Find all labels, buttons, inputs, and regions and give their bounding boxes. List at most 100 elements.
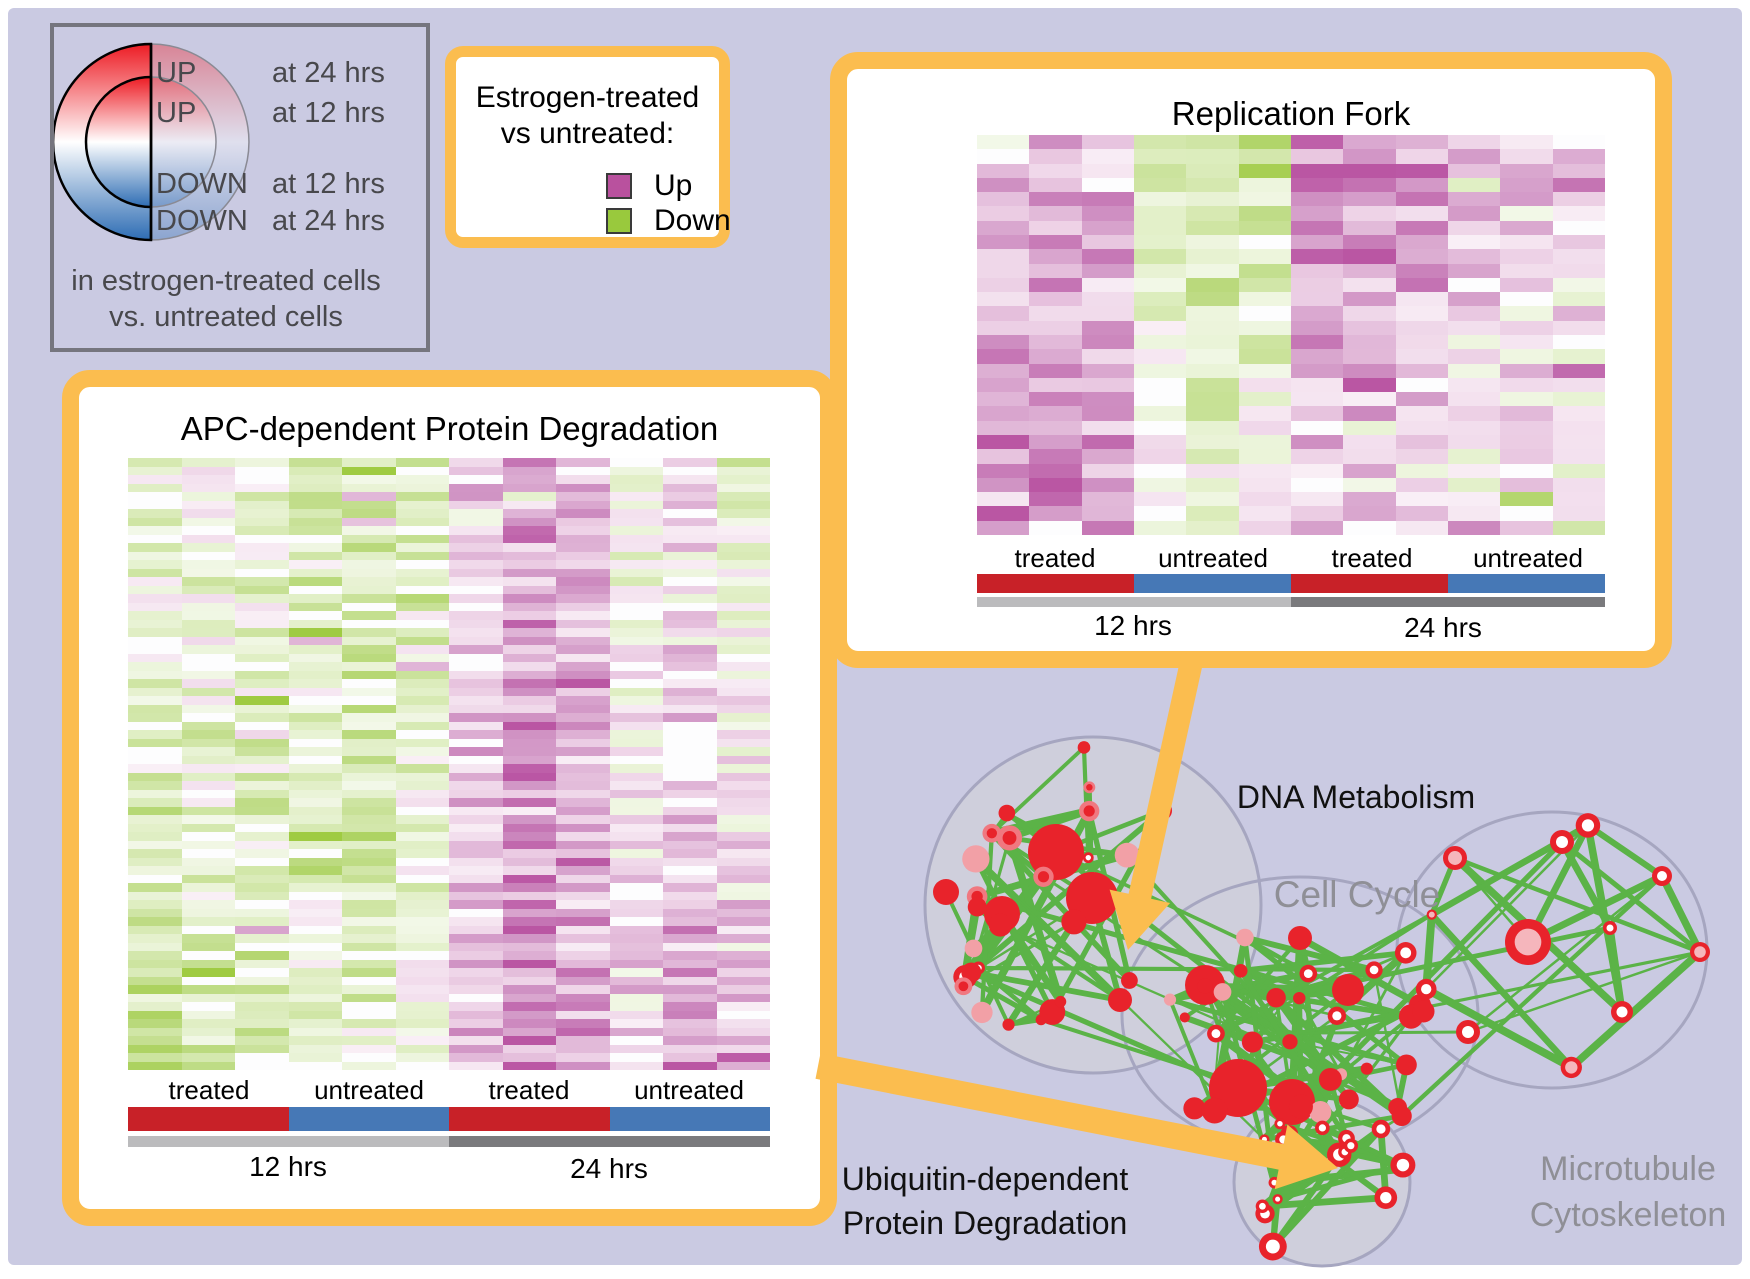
heatmap-cell <box>609 1036 663 1045</box>
heatmap-cell <box>1290 334 1344 350</box>
heatmap-cell <box>502 628 556 637</box>
heatmap-cell <box>288 1002 342 1011</box>
heatmap-cell <box>128 696 182 705</box>
heatmap-cell <box>449 594 503 603</box>
heatmap-cell <box>502 704 556 713</box>
heatmap-cell <box>181 594 235 603</box>
heatmap-cell <box>1290 377 1344 393</box>
heatmap-cell <box>342 908 396 917</box>
color-key-box: UP at 24 hrs UP at 12 hrs DOWN at 12 hrs… <box>50 23 430 352</box>
heatmap-cell <box>1238 163 1291 178</box>
network-node-center <box>1211 1029 1221 1039</box>
heatmap-cell <box>235 577 289 586</box>
heatmap-cell <box>1447 449 1501 464</box>
heatmap-cell <box>716 1044 770 1053</box>
heatmap-cell <box>449 738 503 747</box>
heatmap-cell <box>556 492 610 501</box>
heatmap-cell <box>1029 206 1082 221</box>
heatmap-cell <box>977 349 1030 364</box>
heatmap-cell <box>235 900 289 909</box>
heatmap-cell <box>977 334 1030 350</box>
heatmap-cell <box>609 585 663 594</box>
apc-group-label-3: treated <box>488 1075 570 1105</box>
heatmap-cell <box>395 1010 449 1019</box>
heatmap-cell <box>181 840 235 849</box>
heatmap-cell <box>181 764 235 773</box>
heatmap-cell <box>128 857 182 866</box>
heatmap-cell <box>716 645 770 654</box>
heatmap-cell <box>128 798 182 807</box>
heatmap-cell <box>181 662 235 671</box>
heatmap-cell <box>449 925 503 934</box>
heatmap-cell <box>1133 177 1187 193</box>
network-node-center <box>986 828 998 839</box>
heatmap-cell <box>1238 420 1291 435</box>
heatmap-cell <box>449 959 503 968</box>
heatmap-cell <box>128 874 182 883</box>
heatmap-cell <box>449 534 503 543</box>
heatmap-cell <box>609 755 663 764</box>
heatmap-cell <box>663 662 717 671</box>
heatmap-cell <box>663 509 717 518</box>
apc-hours-bar-24 <box>449 1136 770 1147</box>
heatmap-cell <box>1552 334 1605 350</box>
network-node <box>1391 1105 1412 1127</box>
network-bridge-edge <box>1273 925 1613 1001</box>
heatmap-cell <box>395 619 449 628</box>
network-edge <box>1168 997 1217 1113</box>
heatmap-cell <box>716 942 770 951</box>
heatmap-cell <box>609 500 663 509</box>
heatmap-cell <box>1081 449 1134 464</box>
heatmap-cell <box>128 866 182 875</box>
heatmap-cell <box>609 772 663 781</box>
heatmap-cell <box>1238 363 1291 378</box>
heatmap-cell <box>556 934 610 943</box>
heatmap-cell <box>556 832 610 841</box>
heatmap-cell <box>1343 520 1396 535</box>
heatmap-cell <box>1081 234 1134 250</box>
heatmap-cell <box>1133 406 1187 421</box>
heatmap-cell <box>128 942 182 951</box>
network-node <box>962 845 990 873</box>
heatmap-cell <box>449 670 503 679</box>
heatmap-cell <box>609 874 663 883</box>
heatmap-cell <box>977 234 1030 250</box>
heatmap-cell <box>449 704 503 713</box>
heatmap-cell <box>342 891 396 900</box>
heatmap-cell <box>663 849 717 858</box>
heatmap-cell <box>556 755 610 764</box>
heatmap-cell <box>556 594 610 603</box>
heatmap-cell <box>1395 477 1448 493</box>
heatmap-cell <box>342 560 396 569</box>
heatmap-cell <box>395 534 449 543</box>
heatmap-cell <box>235 866 289 875</box>
heatmap-cell <box>342 806 396 815</box>
heatmap-cell <box>977 492 1030 507</box>
heatmap-cell <box>449 577 503 586</box>
heatmap-cell <box>1395 292 1448 307</box>
heatmap-cell <box>716 917 770 926</box>
apc-24hrs-label: 24 hrs <box>570 1153 648 1184</box>
heatmap-cell <box>235 908 289 917</box>
heatmap-cell <box>342 951 396 960</box>
heatmap-cell <box>128 849 182 858</box>
heatmap-cell <box>1395 306 1448 321</box>
heatmap-cell <box>449 832 503 841</box>
heatmap-cell <box>181 653 235 662</box>
heatmap-cell <box>1238 320 1291 335</box>
heatmap-cell <box>502 781 556 790</box>
heatmap-cell <box>609 636 663 645</box>
heatmap-cell <box>1186 149 1239 164</box>
heatmap-cell <box>609 1061 663 1070</box>
heatmap-cell <box>395 832 449 841</box>
heatmap-cell <box>449 568 503 577</box>
heatmap-cell <box>663 934 717 943</box>
heatmap-cell <box>181 798 235 807</box>
heatmap-cell <box>556 823 610 832</box>
heatmap-cell <box>1186 449 1239 464</box>
heatmap-cell <box>1186 334 1239 350</box>
heatmap-cell <box>449 509 503 518</box>
heatmap-cell <box>716 815 770 824</box>
heatmap-cell <box>1395 206 1448 221</box>
heatmap-cell <box>663 755 717 764</box>
